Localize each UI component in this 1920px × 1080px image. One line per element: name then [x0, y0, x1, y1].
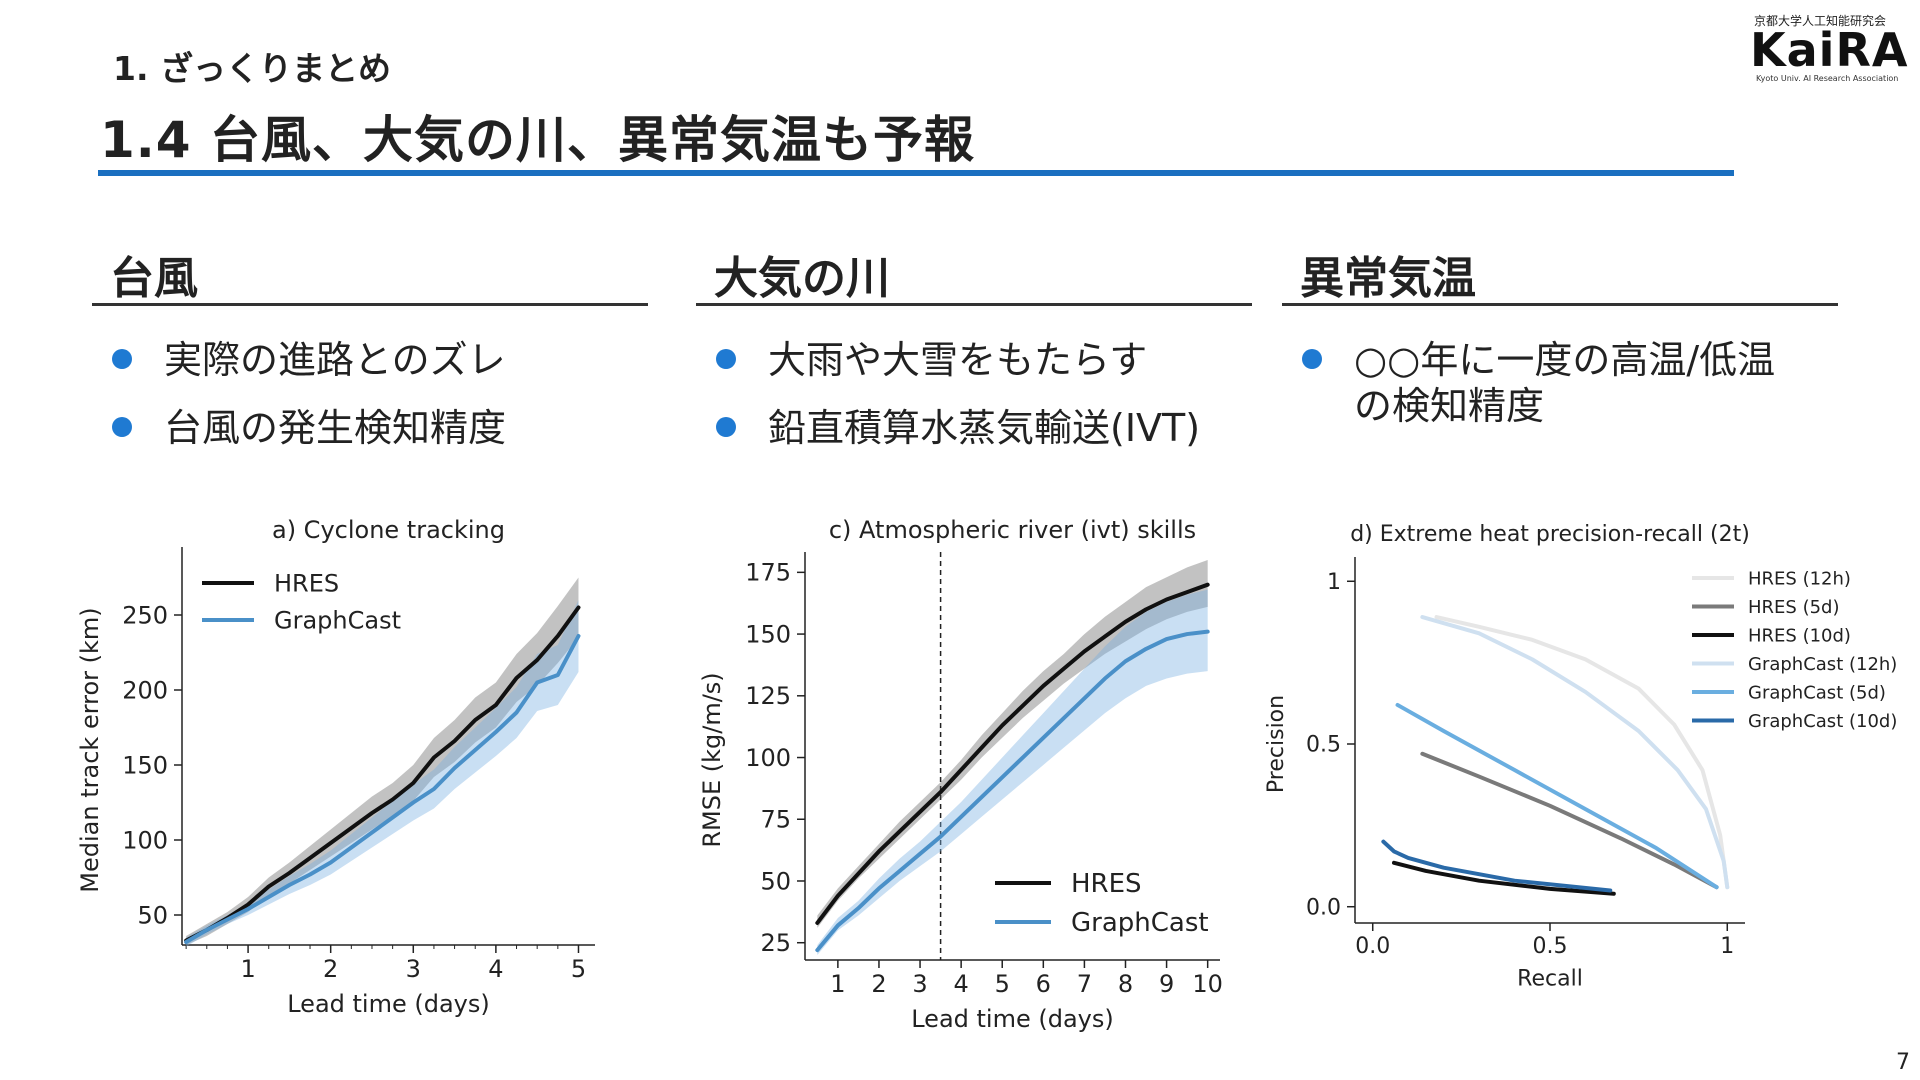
chart-title: d) Extreme heat precision-recall (2t): [1350, 522, 1750, 547]
legend-label: HRES (12h): [1748, 568, 1851, 589]
legend-label: HRES (10d): [1748, 625, 1851, 646]
column-divider: [92, 303, 648, 306]
x-axis-label: Lead time (days): [287, 990, 490, 1018]
logo-org-jp: 京都大学人工知能研究会: [1754, 14, 1887, 28]
x-tick-label: 2: [323, 955, 338, 983]
legend-label: HRES: [274, 569, 339, 597]
y-tick-label: 25: [760, 929, 791, 957]
y-tick-label: 250: [122, 601, 168, 629]
y-tick-label: 100: [745, 744, 791, 772]
x-tick-label: 1: [1720, 934, 1734, 959]
y-axis-label: Precision: [1264, 695, 1289, 793]
bullet-continuation: の検知精度: [1354, 382, 1544, 430]
y-tick-label: 175: [745, 559, 791, 587]
x-tick-label: 1: [240, 955, 255, 983]
legend-label: GraphCast (12h): [1748, 654, 1897, 675]
x-tick-label: 9: [1159, 970, 1174, 998]
x-tick-label: 7: [1077, 970, 1092, 998]
x-tick-label: 2: [871, 970, 886, 998]
title-underline: [98, 170, 1734, 176]
series-line-graphcast: [815, 629, 1210, 953]
kaira-logo: 京都大学人工知能研究会 KaiRA Kyoto Univ. AI Researc…: [1750, 12, 1910, 83]
uncertainty-band-graphcast: [817, 589, 1208, 956]
x-tick-label: 10: [1192, 970, 1223, 998]
y-tick-label: 150: [122, 751, 168, 779]
chart-cyclone-tracking: a) Cyclone tracking 1 2 3 4 5 50 100 150 200 250 Le…: [76, 516, 595, 1018]
page-number: 7: [1896, 1050, 1910, 1075]
legend-label: GraphCast: [1071, 908, 1209, 938]
bullet-dot: [716, 416, 736, 437]
y-tick-label: 0.5: [1306, 733, 1341, 758]
series-line-hres: [815, 582, 1210, 925]
bullet-text: ○○年に一度の高温/低温: [1354, 338, 1776, 382]
x-axis-label: Recall: [1517, 966, 1583, 991]
legend-label: HRES (5d): [1748, 597, 1840, 618]
bullet-item: 実際の進路とのズレ: [112, 336, 506, 384]
y-tick-label: 50: [760, 867, 791, 895]
legend-label: HRES: [1071, 869, 1142, 899]
column-divider: [1282, 303, 1838, 306]
slide-title: 1.4 台風、大気の川、異常気温も予報: [100, 111, 975, 169]
x-tick-label: 5: [571, 955, 586, 983]
x-tick-label: 1: [830, 970, 845, 998]
y-tick-label: 1: [1327, 570, 1341, 595]
bullet-item: 鉛直積算水蒸気輸送(IVT): [716, 404, 1200, 452]
x-tick-label: 3: [912, 970, 927, 998]
bullet-text: の検知精度: [1354, 384, 1545, 428]
bullet-dot: [112, 348, 132, 369]
series-line-hres: [184, 605, 581, 943]
x-tick-label: 0.5: [1533, 934, 1568, 959]
bullet-text: 鉛直積算水蒸気輸送(IVT): [768, 406, 1201, 450]
series-line-graphcast: [184, 634, 581, 944]
column-heading-atmospheric-river: 大気の川: [714, 253, 890, 304]
x-tick-label: 5: [995, 970, 1010, 998]
bullet-item: 大雨や大雪をもたらす: [716, 336, 1147, 384]
bullet-text: 実際の進路とのズレ: [164, 338, 506, 382]
bullet-dot: [112, 416, 132, 437]
y-tick-label: 50: [137, 901, 168, 929]
series-line-hres-12h-: [1434, 615, 1730, 890]
legend-label: GraphCast (5d): [1748, 682, 1886, 703]
x-tick-label: 3: [406, 955, 421, 983]
series-line-graphcast-10d-: [1381, 839, 1613, 893]
x-tick-label: 4: [953, 970, 968, 998]
chart-extreme-heat: d) Extreme heat precision-recall (2t) 0.0…: [1264, 522, 1897, 991]
series-line-graphcast-12h-: [1420, 615, 1730, 890]
y-tick-label: 75: [760, 806, 791, 834]
bullet-item: ○○年に一度の高温/低温: [1302, 336, 1775, 384]
bullet-text: 台風の発生検知精度: [164, 406, 507, 450]
bullet-dot: [1302, 348, 1322, 369]
legend-label: GraphCast (10d): [1748, 711, 1897, 732]
y-tick-label: 150: [745, 620, 791, 648]
series-line-hres-10d-: [1392, 860, 1616, 896]
x-axis-label: Lead time (days): [911, 1005, 1114, 1033]
column-heading-typhoon: 台風: [110, 253, 198, 304]
y-tick-label: 0.0: [1306, 895, 1341, 920]
chart-title: c) Atmospheric river (ivt) skills: [829, 516, 1196, 544]
y-tick-label: 125: [745, 682, 791, 710]
section-label: 1. ざっくりまとめ: [113, 49, 391, 88]
x-tick-label: 8: [1118, 970, 1133, 998]
column-divider: [696, 303, 1252, 306]
x-tick-label: 0.0: [1355, 934, 1390, 959]
y-axis-label: RMSE (kg/m/s): [698, 672, 726, 847]
column-heading-abnormal-temperature: 異常気温: [1300, 253, 1476, 304]
legend-label: GraphCast: [274, 606, 401, 634]
logo-name: KaiRA: [1750, 23, 1909, 77]
y-axis-label: Median track error (km): [76, 607, 104, 892]
series-line-hres-5d-: [1420, 751, 1719, 890]
chart-title: a) Cyclone tracking: [272, 516, 505, 544]
bullet-item: 台風の発生検知精度: [112, 404, 506, 452]
y-tick-label: 100: [122, 826, 168, 854]
series-line-graphcast-5d-: [1395, 702, 1719, 890]
y-tick-label: 200: [122, 676, 168, 704]
logo-org-en: Kyoto Univ. AI Research Association: [1756, 74, 1899, 83]
bullet-dot: [716, 348, 736, 369]
x-tick-label: 4: [488, 955, 503, 983]
bullet-text: 大雨や大雪をもたらす: [768, 338, 1148, 382]
x-tick-label: 6: [1036, 970, 1051, 998]
